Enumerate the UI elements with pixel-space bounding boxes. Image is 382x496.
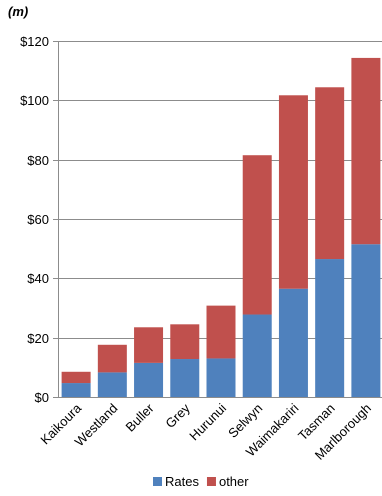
legend-swatch-rates [153,477,162,486]
gridlines [53,41,382,398]
bar-rates-kaikoura [61,383,91,397]
bar-rates-marlborough [351,244,381,397]
unit-label: (m) [8,4,28,19]
legend-label-other: other [219,474,249,489]
y-tick-label: $0 [35,390,49,405]
bar-other-tasman [315,87,345,260]
x-tick-label: Grey [162,400,193,431]
bar-other-hurunui [206,305,236,359]
bar-rates-buller [134,362,164,397]
bars [61,57,381,397]
bar-rates-tasman [315,259,345,397]
y-tick-label: $60 [27,212,49,227]
bar-rates-grey [170,359,200,397]
y-tick-label: $80 [27,153,49,168]
y-tick-label: $100 [20,93,49,108]
bar-rates-selwyn [242,314,272,397]
x-tick-label: Hurunui [186,400,229,443]
legend-label-rates: Rates [165,474,199,489]
bar-rates-hurunui [206,358,236,397]
x-tick-label: Buller [123,400,158,435]
bar-other-kaikoura [61,371,91,384]
bar-other-buller [134,327,164,363]
bar-other-waimakariri [278,95,308,289]
y-tick-label: $120 [20,34,49,49]
bar-other-westland [97,344,127,373]
bar-other-marlborough [351,57,381,245]
legend: Rates other [153,474,249,489]
legend-swatch-other [206,477,216,486]
y-axis-tick-labels: $0 $20 $40 $60 $80 $100 $120 [20,34,49,405]
bar-rates-waimakariri [278,288,308,397]
bar-other-grey [170,324,200,360]
y-tick-label: $20 [27,331,49,346]
bar-other-selwyn [242,155,272,315]
y-tick-label: $40 [27,271,49,286]
bar-rates-westland [97,372,127,397]
